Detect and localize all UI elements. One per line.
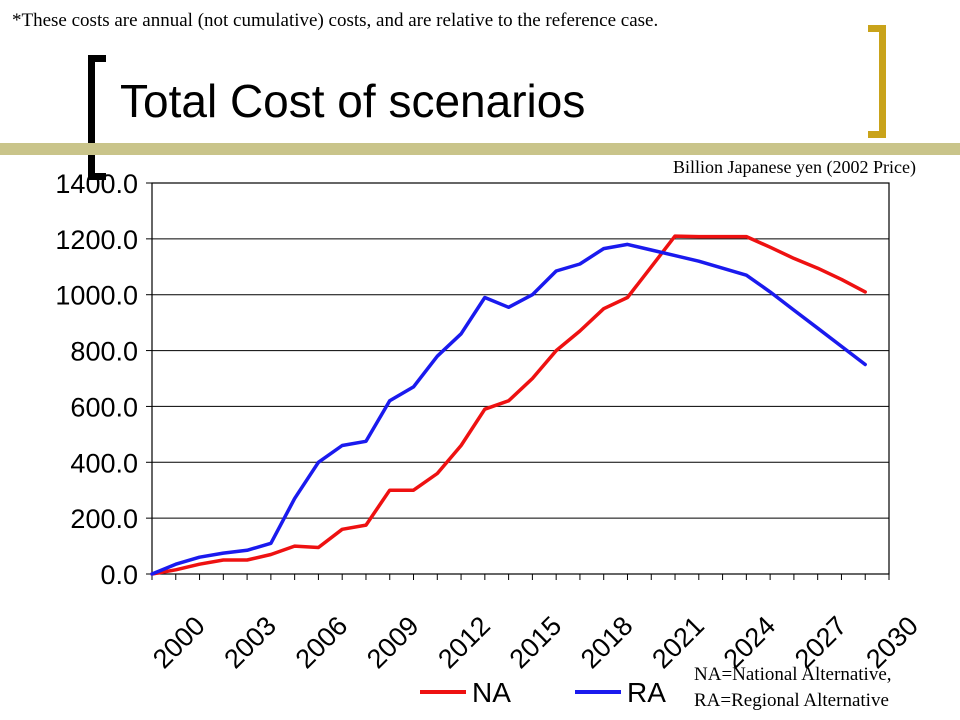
abbreviation-na: NA=National Alternative,: [694, 664, 892, 685]
y-tick-label: 1000.0: [55, 281, 138, 311]
y-tick-label: 1200.0: [55, 225, 138, 255]
title-underline-bar: [0, 143, 960, 155]
cost-note: *These costs are annual (not cumulative)…: [12, 10, 659, 31]
legend-label-ra: RA: [627, 677, 666, 708]
y-tick-label: 1400.0: [55, 169, 138, 199]
y-tick-label: 800.0: [70, 337, 138, 367]
right-bracket-decoration: [868, 25, 886, 138]
legend-label-na: NA: [472, 677, 511, 708]
x-tick-label: 2015: [504, 611, 568, 675]
x-tick-label: 2000: [147, 611, 211, 675]
plot-area-frame: [151, 182, 890, 575]
x-tick-label: 2003: [218, 611, 282, 675]
x-tick-label: 2018: [575, 611, 639, 675]
series-line-na: [150, 234, 867, 576]
y-tick-label: 200.0: [70, 504, 138, 534]
abbreviation-note: NA=National Alternative, RA=Regional Alt…: [694, 662, 892, 714]
page-title: Total Cost of scenarios: [120, 75, 586, 127]
x-tick-label: 2012: [432, 611, 496, 675]
left-bracket-decoration: [88, 55, 106, 180]
x-tick-label: 2006: [290, 611, 354, 675]
x-tick-label: 2009: [361, 611, 425, 675]
y-tick-label: 0.0: [100, 560, 138, 590]
unit-label: Billion Japanese yen (2002 Price): [673, 157, 916, 177]
abbreviation-ra: RA=Regional Alternative: [694, 690, 889, 711]
y-tick-label: 600.0: [70, 392, 138, 422]
series-line-ra: [150, 242, 867, 576]
y-tick-label: 400.0: [70, 448, 138, 478]
